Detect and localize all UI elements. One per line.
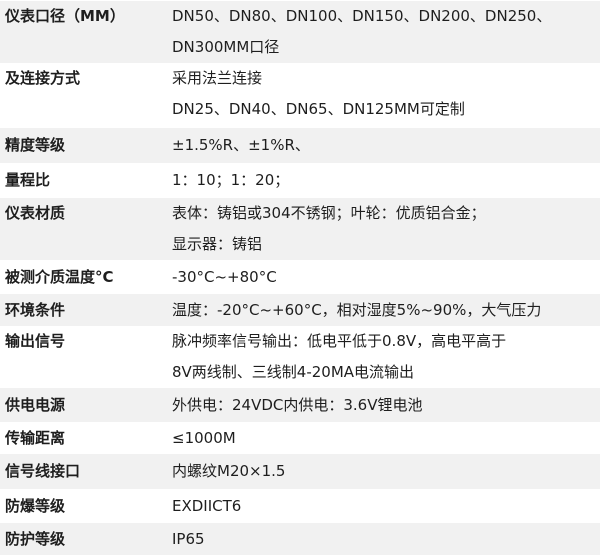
spec-row: 精度等级 ±1.5%R、±1%R、 — [0, 128, 600, 163]
spec-row: 传输距离 ≤1000M — [0, 422, 600, 454]
spec-label: 信号线接口 — [5, 462, 81, 480]
spec-label: 仪表材质 — [5, 204, 66, 222]
spec-label: 及连接方式 — [5, 69, 81, 87]
spec-label: 量程比 — [5, 171, 51, 189]
spec-row: 环境条件 温度：-20°C~+60°C，相对湿度5%~90%，大气压力 — [0, 294, 600, 326]
spec-value-line: 外供电：24VDC内供电：3.6V锂电池 — [172, 395, 423, 414]
spec-value-line: 1：10；1：20； — [172, 171, 290, 189]
spec-value-line: DN300MM口径 — [172, 38, 280, 56]
spec-value-line: -30°C~+80°C — [172, 267, 277, 286]
spec-value: 脉冲频率信号输出：低电平低于0.8V，高电平高于 8V两线制、三线制4-20MA电… — [172, 326, 600, 388]
spec-row: 仪表口径（MM） DN50、DN80、DN100、DN150、DN200、DN25… — [0, 1, 600, 63]
spec-value: EXDIICT6 — [172, 491, 600, 522]
spec-label: 输出信号 — [5, 332, 66, 350]
spec-value: DN50、DN80、DN100、DN150、DN200、DN250、 DN300M… — [172, 1, 600, 63]
spec-value-line: 脉冲频率信号输出：低电平低于0.8V，高电平高于 — [172, 332, 507, 350]
spec-value: ≤1000M — [172, 423, 600, 454]
spec-value-line: 采用法兰连接 — [172, 69, 263, 87]
spec-row: 及连接方式 采用法兰连接 DN25、DN40、DN65、DN125MM可定制 — [0, 63, 600, 128]
spec-row: 被测介质温度°C -30°C~+80°C — [0, 260, 600, 294]
spec-value-line: 内螺纹M20×1.5 — [172, 462, 286, 480]
spec-label: 传输距离 — [5, 428, 66, 447]
spec-value-line: 8V两线制、三线制4-20MA电流输出 — [172, 363, 415, 381]
spec-label: 防爆等级 — [5, 496, 66, 515]
spec-label: 被测介质温度°C — [5, 267, 114, 286]
spec-label: 供电电源 — [5, 395, 66, 414]
spec-value: -30°C~+80°C — [172, 262, 600, 293]
spec-value-line: DN25、DN40、DN65、DN125MM可定制 — [172, 100, 465, 118]
spec-row: 输出信号 脉冲频率信号输出：低电平低于0.8V，高电平高于 8V两线制、三线制4-2… — [0, 326, 600, 388]
spec-value-line: ±1.5%R、±1%R、 — [172, 136, 310, 154]
spec-value-line: 表体：铸铝或304不锈钢；叶轮：优质铝合金； — [172, 204, 486, 222]
spec-value-line: ≤1000M — [172, 428, 236, 447]
spec-label: 环境条件 — [5, 300, 66, 319]
spec-value: 外供电：24VDC内供电：3.6V锂电池 — [172, 390, 600, 421]
spec-row: 量程比 1：10；1：20； — [0, 163, 600, 198]
spec-value-line: EXDIICT6 — [172, 496, 242, 515]
spec-row: 仪表材质 表体：铸铝或304不锈钢；叶轮：优质铝合金； 显示器：铸铝 — [0, 198, 600, 260]
spec-value-line: DN50、DN80、DN100、DN150、DN200、DN250、 — [172, 7, 552, 25]
spec-row: 供电电源 外供电：24VDC内供电：3.6V锂电池 — [0, 388, 600, 422]
spec-value: ±1.5%R、±1%R、 — [172, 130, 600, 161]
spec-value: 1：10；1：20； — [172, 165, 600, 196]
spec-row: 防爆等级 EXDIICT6 — [0, 489, 600, 523]
spec-row: 信号线接口 内螺纹M20×1.5 — [0, 454, 600, 489]
spec-value-line: 显示器：铸铝 — [172, 235, 263, 253]
spec-label: 精度等级 — [5, 136, 66, 154]
spec-value: IP65 — [172, 524, 600, 555]
spec-value: 温度：-20°C~+60°C，相对湿度5%~90%，大气压力 — [172, 295, 600, 326]
spec-value-line: IP65 — [172, 529, 205, 548]
spec-label: 仪表口径（MM） — [5, 7, 125, 25]
spec-value: 内螺纹M20×1.5 — [172, 456, 600, 487]
spec-value: 采用法兰连接 DN25、DN40、DN65、DN125MM可定制 — [172, 63, 600, 125]
spec-label: 防护等级 — [5, 529, 66, 548]
spec-row: 防护等级 IP65 — [0, 523, 600, 555]
spec-value-line: 温度：-20°C~+60°C，相对湿度5%~90%，大气压力 — [172, 300, 542, 319]
spec-value: 表体：铸铝或304不锈钢；叶轮：优质铝合金； 显示器：铸铝 — [172, 198, 600, 260]
